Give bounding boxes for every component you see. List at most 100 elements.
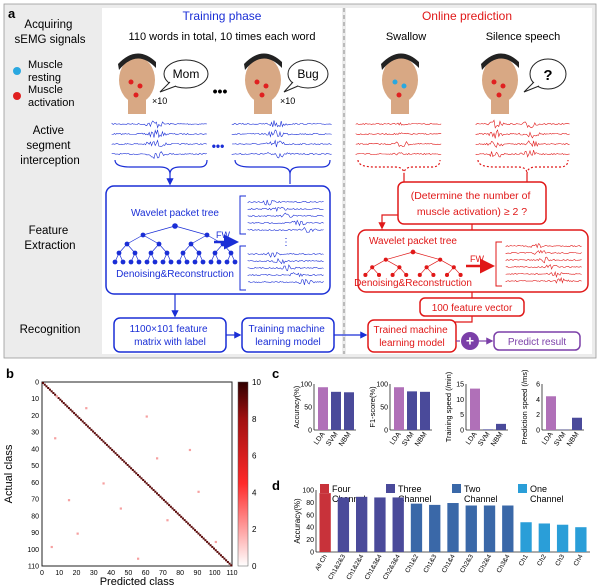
cm-xtick: 60: [142, 570, 150, 577]
tree-node: [128, 259, 134, 265]
reconstructed-wave: [505, 264, 582, 270]
legend-swatch: [518, 484, 527, 493]
row-acquiring: Acquiring sEMG signals: [15, 19, 86, 46]
legend-label: Channel: [398, 494, 432, 504]
cm-diagonal-cell: [114, 452, 117, 455]
confusion-matrix-cells: [42, 382, 233, 567]
label-silence: Silence speech: [486, 31, 561, 43]
cm-diagonal-cell: [195, 530, 198, 533]
cm-diagonal-cell: [230, 564, 233, 567]
cm-diagonal-cell: [50, 390, 53, 393]
tree-edge: [372, 259, 386, 268]
online-title: Online prediction: [422, 9, 512, 23]
reconstructed-wave: [247, 199, 324, 206]
colorbar-tick: 8: [252, 415, 257, 424]
colorbar-tick: 4: [252, 488, 257, 497]
cm-xtick: 70: [159, 570, 167, 577]
cm-diagonal-cell: [152, 489, 155, 492]
training-denoise: Denoising&Reconstruction: [116, 269, 234, 280]
tree-edge: [412, 251, 441, 260]
xtick: Ch4: [573, 553, 585, 567]
cm-ytick: 0: [35, 380, 39, 387]
determine-label: (Determine the number of muscle activati…: [411, 190, 534, 218]
cm-offdiag-cell: [145, 415, 148, 418]
xtick: Ch2&4: [477, 553, 493, 574]
ytick: 50: [304, 405, 312, 412]
tree-node: [404, 272, 409, 277]
training-feature-box: [105, 185, 331, 295]
ytick: 0: [536, 428, 540, 435]
row-active-segment: Active segment interception: [20, 125, 79, 167]
bar: [465, 505, 477, 552]
cm-diagonal-cell: [171, 507, 174, 510]
signal-trace: [355, 122, 442, 126]
reconstructed-wave: [247, 206, 324, 213]
tree-edge: [174, 225, 208, 236]
signal-trace: [475, 119, 570, 129]
cm-diagonal-cell: [107, 445, 110, 448]
bar: [575, 527, 587, 552]
bar: [470, 388, 480, 430]
cm-diagonal-cell: [48, 388, 51, 391]
tree-edge: [440, 259, 454, 268]
ytick: 4: [536, 397, 540, 404]
tree-node: [458, 272, 463, 277]
cm-diagonal-cell: [219, 554, 222, 557]
bar: [407, 391, 417, 430]
ellipsis-faces: •••: [213, 83, 228, 99]
tree-node: [363, 272, 368, 277]
panel-c-label: c: [272, 366, 279, 381]
tree-node: [200, 259, 206, 265]
cm-diagonal-cell: [128, 465, 131, 468]
cm-diagonal-cell: [178, 514, 181, 517]
cm-offdiag-cell: [55, 395, 59, 398]
speech-bubble-question: [529, 58, 567, 90]
cm-diagonal-cell: [143, 480, 146, 483]
cm-diagonal-cell: [67, 407, 70, 410]
face-swallow-icon: [381, 53, 419, 114]
signal-trace: [475, 129, 570, 139]
cm-diagonal-cell: [145, 482, 148, 485]
signal-trace: [111, 120, 207, 129]
cm-diagonal-cell: [118, 455, 121, 458]
cm-diagonal-cell: [218, 552, 221, 555]
svg-text:+: +: [466, 333, 474, 349]
cm-diagonal-cell: [214, 549, 217, 552]
colorbar-tick: 0: [252, 562, 257, 571]
tree-node: [208, 259, 214, 265]
cm-diagonal-cell: [119, 457, 122, 460]
cm-diagonal-cell: [57, 397, 60, 400]
cm-diagonal-cell: [159, 495, 162, 498]
cm-diagonal-cell: [102, 440, 105, 443]
tree-node: [144, 259, 150, 265]
trained-model-label: Trained machine learning model: [374, 325, 451, 349]
question-mark: ?: [543, 67, 552, 84]
ytick: 0: [384, 428, 388, 435]
cm-offdiag-cell: [197, 490, 200, 493]
tree-node: [438, 257, 443, 262]
bar: [410, 503, 423, 552]
cm-diagonal-cell: [137, 474, 140, 476]
ytick: 20: [306, 537, 314, 544]
cm-diagonal-cell: [213, 547, 216, 550]
ytick: 80: [306, 500, 314, 507]
cm-ytick: 110: [28, 564, 39, 571]
cm-diagonal-cell: [123, 460, 126, 463]
cm-diagonal-cell: [228, 562, 231, 565]
cm-diagonal-cell: [185, 520, 188, 523]
speech-bubble-bug: [287, 59, 329, 89]
activation-dot-icon: [13, 92, 21, 100]
reconstructed-wave: [247, 219, 324, 227]
cm-diagonal-cell: [147, 484, 150, 487]
tree-node: [136, 259, 142, 265]
cm-diagonal-cell: [166, 502, 169, 505]
reconstructed-wave: [505, 277, 582, 284]
online-signals: [355, 119, 570, 158]
bar: [318, 387, 328, 430]
chart-ylabel: Prediction speed (/ms): [520, 369, 529, 445]
cm-diagonal-cell: [192, 527, 195, 530]
cm-diagonal-cell: [226, 560, 229, 563]
reconstructed-wave: [247, 251, 324, 258]
xtick: Ch2&3&4: [382, 553, 402, 581]
ytick: 0: [460, 428, 464, 435]
